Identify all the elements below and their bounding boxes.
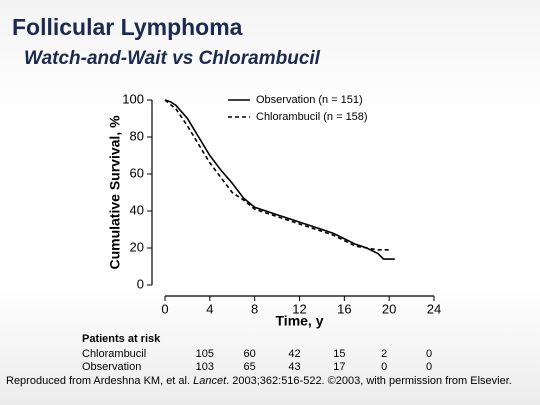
y-tick-label: 80 — [130, 128, 144, 143]
at-risk-count: 103 — [196, 361, 214, 373]
at-risk-count: 60 — [244, 348, 256, 360]
at-risk-count: 2 — [381, 348, 387, 360]
legend-label: Chlorambucil (n = 158) — [256, 111, 368, 123]
y-tick-label: 60 — [130, 165, 144, 180]
at-risk-count: 0 — [426, 361, 432, 373]
footer-text: . 2003;362:516-522. ©2003, with permissi… — [226, 375, 512, 387]
legend-label: Observation (n = 151) — [256, 94, 363, 106]
x-tick-label: 8 — [251, 301, 258, 316]
y-tick-label: 0 — [137, 276, 144, 291]
at-risk-row-name: Chlorambucil — [82, 348, 146, 360]
footer-text: Reproduced from Ardeshna KM, et al. — [6, 375, 194, 387]
at-risk-count: 42 — [288, 348, 300, 360]
x-tick-label: 24 — [427, 301, 441, 316]
at-risk-count: 0 — [381, 361, 387, 373]
x-tick-label: 20 — [382, 301, 396, 316]
y-tick-label: 40 — [130, 202, 144, 217]
at-risk-count: 105 — [196, 348, 214, 360]
at-risk-count: 0 — [426, 348, 432, 360]
at-risk-count: 15 — [333, 348, 345, 360]
at-risk-count: 65 — [244, 361, 256, 373]
x-tick-label: 4 — [206, 301, 213, 316]
at-risk-title: Patients at risk — [82, 333, 161, 345]
subtitle: Watch-and-Wait vs Chlorambucil — [24, 48, 320, 69]
x-tick-label: 0 — [161, 301, 168, 316]
at-risk-count: 43 — [288, 361, 300, 373]
x-tick-label: 12 — [292, 301, 306, 316]
x-axis-label: Time, y — [276, 313, 324, 329]
at-risk-row-name: Observation — [82, 361, 141, 373]
y-tick-label: 100 — [122, 91, 144, 106]
y-axis-label: Cumulative Survival, % — [107, 115, 123, 270]
footer: Reproduced from Ardeshna KM, et al. Lanc… — [6, 375, 526, 388]
x-tick-label: 16 — [337, 301, 351, 316]
survival-curve — [164, 99, 390, 251]
y-tick-label: 20 — [130, 239, 144, 254]
at-risk-count: 17 — [333, 361, 345, 373]
journal: Lancet — [193, 375, 227, 387]
title: Follicular Lymphoma — [12, 14, 243, 40]
survival-curve — [164, 99, 395, 260]
